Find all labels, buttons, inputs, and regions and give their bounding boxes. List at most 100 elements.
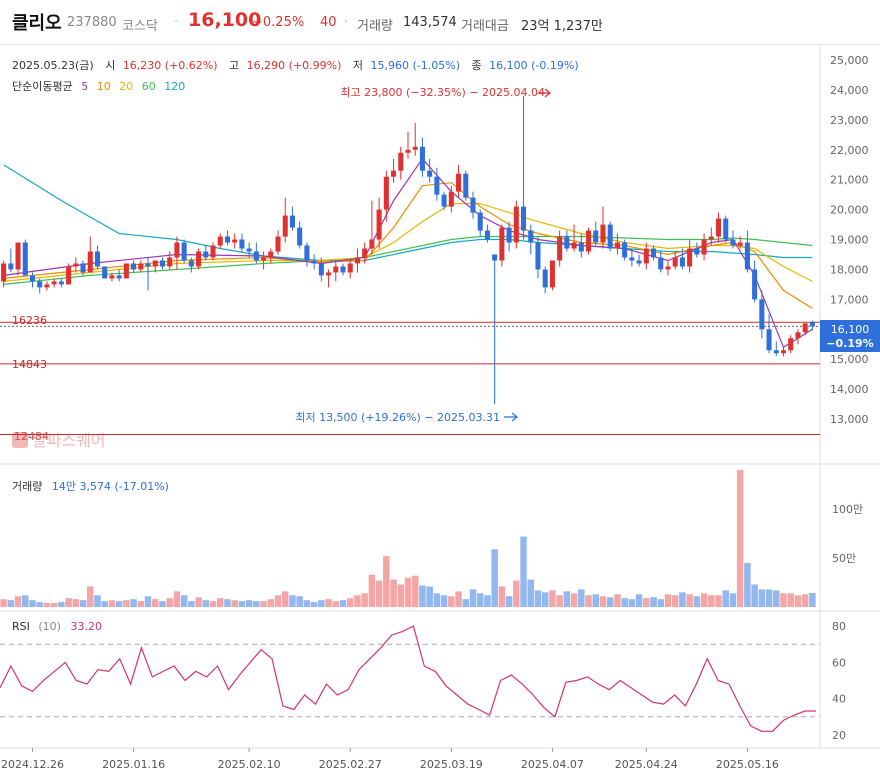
candle-body [304, 245, 310, 261]
candle-body [448, 191, 454, 207]
x-axis-tick-label: 2024.12.26 [1, 758, 64, 771]
price-axis-tick: 24,000 [830, 84, 869, 97]
volume-bar [455, 591, 462, 607]
volume-bar [462, 599, 470, 607]
volume-bar [332, 601, 340, 607]
candle-body [383, 176, 389, 210]
volume-bar [224, 599, 231, 607]
stock-chart[interactable]: 25,000 24,000 23,000 22,000 21,000 20,000 19,0… [0, 44, 880, 777]
candle-body [557, 236, 563, 261]
candle-body [766, 329, 772, 351]
volume-bar [700, 593, 708, 607]
ma120-label: 120 [164, 80, 185, 93]
volume-axis-tick: 50만 [832, 552, 856, 565]
volume-bar [671, 595, 679, 607]
volume-bar [513, 580, 520, 607]
candle-body [196, 251, 202, 267]
volume-bar [180, 595, 188, 607]
volume-bar [115, 601, 123, 607]
candle-body [795, 332, 801, 339]
volume-bar [729, 593, 737, 607]
volume-bar [375, 580, 383, 607]
candle-body [224, 236, 230, 243]
candle-body [261, 257, 267, 261]
price-axis-tick: 25,000 [830, 54, 869, 67]
volume-bar [152, 599, 159, 607]
candle-body [217, 236, 223, 246]
candle-body [58, 281, 64, 285]
volume-bar [310, 602, 318, 607]
volume-bar [354, 595, 361, 607]
header-separator: · [174, 15, 179, 30]
candle-body [246, 248, 252, 252]
rsi-line [0, 625, 816, 732]
candle-body [441, 194, 447, 207]
volume-bar [809, 592, 816, 607]
candle-body [253, 251, 259, 261]
candle-body [80, 263, 86, 273]
price-badge-bg [820, 320, 880, 352]
volume-bar [606, 597, 614, 607]
candle-body [268, 251, 274, 258]
volume-bar [773, 590, 780, 607]
volume-bar [289, 595, 296, 607]
rsi-axis-tick: 60 [832, 656, 846, 669]
volume-bar [787, 593, 794, 607]
volume-bar [260, 601, 267, 607]
volume-bar [426, 586, 433, 607]
volume-bar [801, 594, 809, 607]
price-axis-tick: 18,000 [830, 263, 869, 276]
candle-body [521, 206, 527, 231]
rsi-legend-period: (10) [38, 620, 61, 633]
ma-legend-label: 단순이동평균 [12, 80, 73, 93]
volume-bar [643, 598, 650, 607]
candle-body [398, 152, 404, 171]
candle-body [174, 242, 180, 258]
candle-body [318, 263, 324, 276]
x-axis-tick-label: 2025.02.10 [218, 758, 281, 771]
candle-body [405, 149, 411, 153]
volume-bar [628, 599, 636, 607]
volume-bar [281, 591, 289, 607]
volume-bar [736, 470, 744, 607]
max-price-annotation: 최고 23,800 (−32.35%) − 2025.04.04 [340, 86, 545, 99]
volume-bar [585, 595, 592, 607]
price-axis-tick: 14,000 [830, 383, 869, 396]
volume-bar [657, 599, 664, 607]
candle-body [376, 209, 382, 240]
volume-bar [166, 598, 173, 607]
volume-bar [570, 593, 578, 607]
rsi-axis-tick: 40 [832, 693, 846, 706]
volume-value: 143,574 [403, 15, 457, 30]
candle-body [809, 322, 815, 327]
candle-body [600, 224, 606, 243]
volume-bar [780, 593, 787, 607]
ohlc-date: 2025.05.23(금) [12, 59, 94, 72]
level-label-12484: 12484 [14, 430, 49, 443]
volume-bar [383, 556, 390, 607]
candle-body [1, 263, 7, 282]
candle-body [297, 227, 303, 246]
candle-body [549, 260, 555, 288]
candle-body [802, 323, 808, 333]
candle-body [484, 230, 490, 240]
ohlc-high-label: 고 [229, 59, 239, 72]
volume-bar [614, 594, 621, 607]
candle-body [687, 248, 693, 267]
volume-bar [231, 600, 238, 607]
volume-bar [202, 600, 210, 607]
volume-bar [79, 600, 87, 607]
volume-bar [433, 593, 441, 607]
volume-bar [36, 602, 43, 607]
candle-body [109, 275, 115, 279]
price-panel [0, 95, 820, 436]
stock-header: 클리오 237880 코스닥 · 16,100 +0.25% 40 · 거래량 … [0, 0, 880, 45]
amount-label: 거래대금 [461, 19, 509, 34]
volume-bar [448, 596, 455, 607]
axes: 25,000 24,000 23,000 22,000 21,000 20,000 19,0… [1, 54, 868, 771]
candle-body [593, 230, 599, 243]
candle-body [181, 242, 187, 261]
volume-bar [664, 594, 672, 607]
rsi-panel [0, 625, 820, 732]
price-axis-tick: 13,000 [830, 413, 869, 426]
